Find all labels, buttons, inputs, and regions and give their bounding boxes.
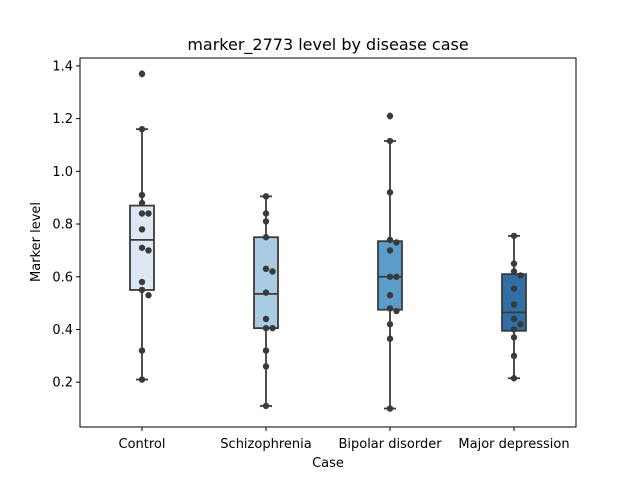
y-axis: 0.2 0.4 0.6 0.8 1.0 1.2 1.4: [52, 59, 80, 391]
data-point: [510, 352, 518, 360]
data-point: [138, 210, 146, 217]
y-axis-label: Marker level: [29, 202, 44, 282]
y-tick-label: 1.2: [52, 112, 73, 127]
data-point: [138, 286, 146, 294]
data-point: [517, 321, 524, 328]
data-point: [138, 191, 146, 199]
box-control: [129, 69, 155, 383]
x-tick-label: Control: [119, 437, 166, 452]
data-point: [138, 125, 146, 133]
x-axis: Control Schizophrenia Bipolar disorder Majo…: [119, 427, 570, 452]
data-point: [262, 210, 270, 217]
x-tick-label: Schizophrenia: [220, 437, 311, 452]
data-point: [386, 189, 394, 196]
data-point: [138, 199, 146, 207]
data-point: [510, 301, 518, 308]
data-point: [145, 247, 152, 254]
y-tick-label: 1.0: [52, 165, 73, 180]
data-point: [145, 292, 152, 299]
y-tick-label: 0.4: [52, 323, 73, 338]
data-point: [262, 315, 270, 323]
data-point: [262, 347, 270, 354]
y-tick-label: 0.8: [52, 218, 73, 233]
data-point: [386, 273, 394, 280]
data-point: [510, 326, 518, 333]
data-point: [510, 285, 518, 292]
data-point: [269, 324, 276, 332]
data-point: [517, 272, 524, 279]
data-point: [262, 218, 270, 225]
data-point: [386, 292, 394, 299]
x-tick-label: Bipolar disorder: [338, 437, 442, 452]
data-point: [138, 278, 146, 286]
data-point: [145, 210, 152, 217]
data-point: [262, 265, 270, 273]
data-point: [262, 234, 270, 241]
data-point: [386, 335, 394, 342]
y-tick-label: 1.4: [52, 59, 73, 74]
data-point: [510, 315, 518, 323]
box-major-depression: [501, 232, 527, 382]
data-point: [386, 137, 394, 145]
data-point: [510, 232, 518, 240]
data-point: [262, 363, 270, 370]
data-point: [138, 376, 146, 383]
data-point: [386, 305, 394, 312]
data-point: [386, 247, 394, 254]
y-tick-label: 0.2: [52, 376, 73, 391]
data-point: [138, 347, 146, 354]
data-point: [510, 334, 518, 341]
data-point: [262, 324, 270, 332]
data-point: [393, 273, 400, 280]
x-axis-label: Case: [312, 456, 344, 471]
data-point: [138, 70, 146, 78]
data-point: [510, 268, 518, 275]
box-plots: [129, 69, 527, 412]
plot-area: [79, 57, 577, 428]
box-bipolar-disorder: [377, 111, 403, 412]
data-point: [386, 321, 394, 328]
data-point: [510, 375, 518, 382]
data-point: [386, 405, 394, 412]
iqr-box: [253, 236, 279, 330]
data-point: [386, 112, 394, 120]
data-point: [262, 402, 270, 410]
y-tick-label: 0.6: [52, 270, 73, 285]
data-point: [393, 307, 400, 315]
data-point: [262, 289, 270, 296]
chart-title: marker_2773 level by disease case: [187, 35, 468, 55]
data-point: [262, 193, 270, 200]
data-point: [510, 260, 518, 267]
data-point: [138, 244, 146, 251]
x-tick-label: Major depression: [458, 437, 569, 452]
data-point: [269, 268, 276, 275]
data-point: [138, 226, 146, 233]
data-point: [386, 236, 394, 244]
data-point: [393, 239, 400, 246]
box-schizophrenia: [253, 193, 279, 410]
